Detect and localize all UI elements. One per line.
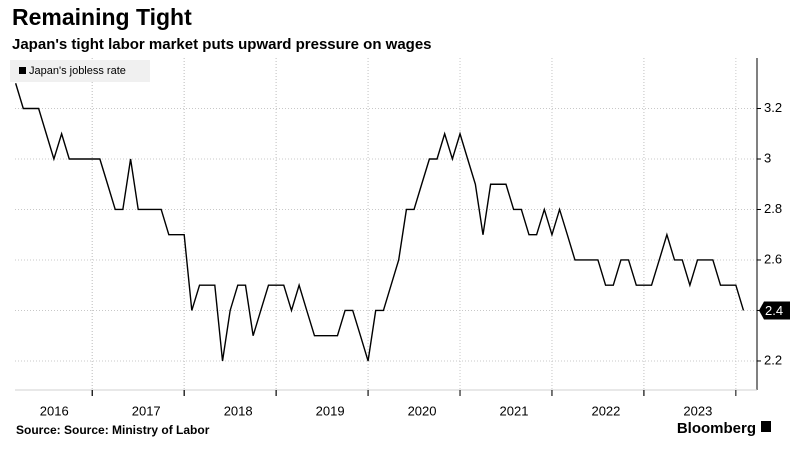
chart-subtitle: Japan's tight labor market puts upward p… <box>12 36 432 53</box>
x-tick-label: 2018 <box>224 403 253 418</box>
x-tick-label: 2017 <box>132 403 161 418</box>
y-tick-label: 2.8 <box>764 201 782 216</box>
y-tick-label: 2.2 <box>764 352 782 367</box>
brand: Bloomberg <box>677 420 756 437</box>
line <box>14 83 745 362</box>
last-value-label: 2.4 <box>765 303 783 318</box>
legend-swatch <box>19 67 26 74</box>
y-tick-label: 2.6 <box>764 251 782 266</box>
y-tick-label: 3 <box>764 150 771 165</box>
x-tick-label: 2020 <box>408 403 437 418</box>
source: Source: Source: Ministry of Labor <box>16 423 210 437</box>
x-tick-label: 2016 <box>40 403 69 418</box>
y-tick-label: 3.2 <box>764 100 782 115</box>
brand-icon <box>761 421 771 432</box>
x-tick-label: 2019 <box>316 403 345 418</box>
last-value-tag <box>759 301 790 320</box>
chart-title: Remaining Tight <box>12 4 192 30</box>
x-tick-label: 2021 <box>500 403 529 418</box>
legend-label: Japan's jobless rate <box>29 65 126 77</box>
x-tick-label: 2023 <box>683 403 712 418</box>
legend-box <box>10 60 150 82</box>
x-tick-label: 2022 <box>591 403 620 418</box>
